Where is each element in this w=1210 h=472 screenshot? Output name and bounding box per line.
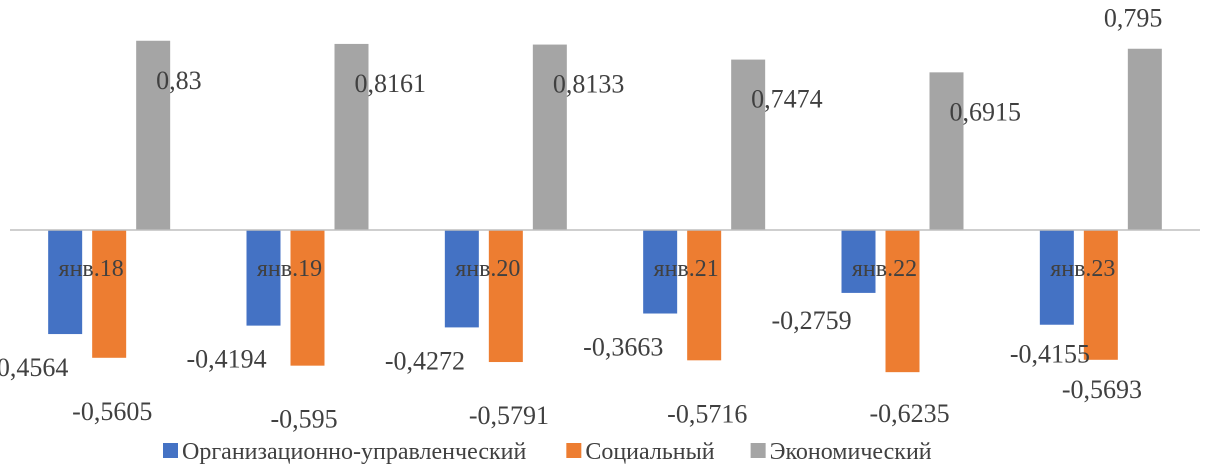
legend-swatch <box>163 443 178 458</box>
data-label: 0,8161 <box>355 69 427 98</box>
data-label: -0,5605 <box>72 397 152 426</box>
data-label: -0,6235 <box>870 399 950 428</box>
data-label: -0,4272 <box>385 346 465 375</box>
data-label: -0,4194 <box>187 345 267 374</box>
category-label: янв.22 <box>852 256 917 282</box>
data-label: -0,3663 <box>583 333 663 362</box>
bar-0-3 <box>643 230 678 314</box>
bar-1-4 <box>885 230 920 373</box>
bar-1-1 <box>290 230 325 366</box>
data-label: 0,7474 <box>751 85 823 114</box>
bar-1-2 <box>488 230 523 363</box>
bar-1-0 <box>92 230 127 358</box>
bar-0-0 <box>48 230 83 335</box>
data-label: 0,8133 <box>553 70 625 99</box>
bar-2-0 <box>136 40 171 231</box>
category-label: янв.20 <box>455 256 520 282</box>
category-label: янв.21 <box>654 256 719 282</box>
data-label: -0,4564 <box>0 353 68 382</box>
bar-0-2 <box>444 230 479 328</box>
bars-layer <box>48 40 1162 373</box>
legend-label: Организационно-управленческий <box>182 439 526 465</box>
data-labels: -0,4564-0,5605 0,83 -0,4194 -0,595 0,8161 -0,… <box>0 4 1162 434</box>
bar-2-4 <box>929 72 964 230</box>
bar-2-5 <box>1127 48 1162 230</box>
data-label: 0,6915 <box>950 97 1022 126</box>
bar-0-1 <box>246 230 281 326</box>
category-label: янв.18 <box>59 256 124 282</box>
data-label: -0,2759 <box>772 306 852 335</box>
bar-0-4 <box>841 230 876 293</box>
bar-1-3 <box>687 230 722 361</box>
data-label: -0,5693 <box>1062 375 1142 404</box>
data-label: -0,5791 <box>469 401 549 430</box>
category-labels: янв.18 янв.19 янв.20 янв.21 янв.22 янв.23 <box>59 256 1116 282</box>
data-label: -0,5716 <box>667 399 747 428</box>
legend-swatch <box>566 443 582 458</box>
bar-2-2 <box>532 44 567 231</box>
bar-2-3 <box>731 59 766 230</box>
legend: Организационно-управленческий Социальный Э… <box>163 439 932 465</box>
data-label: 0,83 <box>156 66 202 95</box>
category-label: янв.19 <box>257 256 322 282</box>
data-label: -0,4155 <box>1010 340 1090 369</box>
category-label: янв.23 <box>1050 256 1115 282</box>
bar-2-1 <box>334 43 369 230</box>
legend-label: Социальный <box>585 439 714 465</box>
bar-1-5 <box>1083 230 1118 360</box>
bar-0-5 <box>1039 230 1074 325</box>
legend-swatch <box>750 443 766 458</box>
legend-label: Экономический <box>770 439 932 465</box>
data-label: -0,595 <box>271 405 338 434</box>
data-label: 0,795 <box>1104 4 1163 33</box>
